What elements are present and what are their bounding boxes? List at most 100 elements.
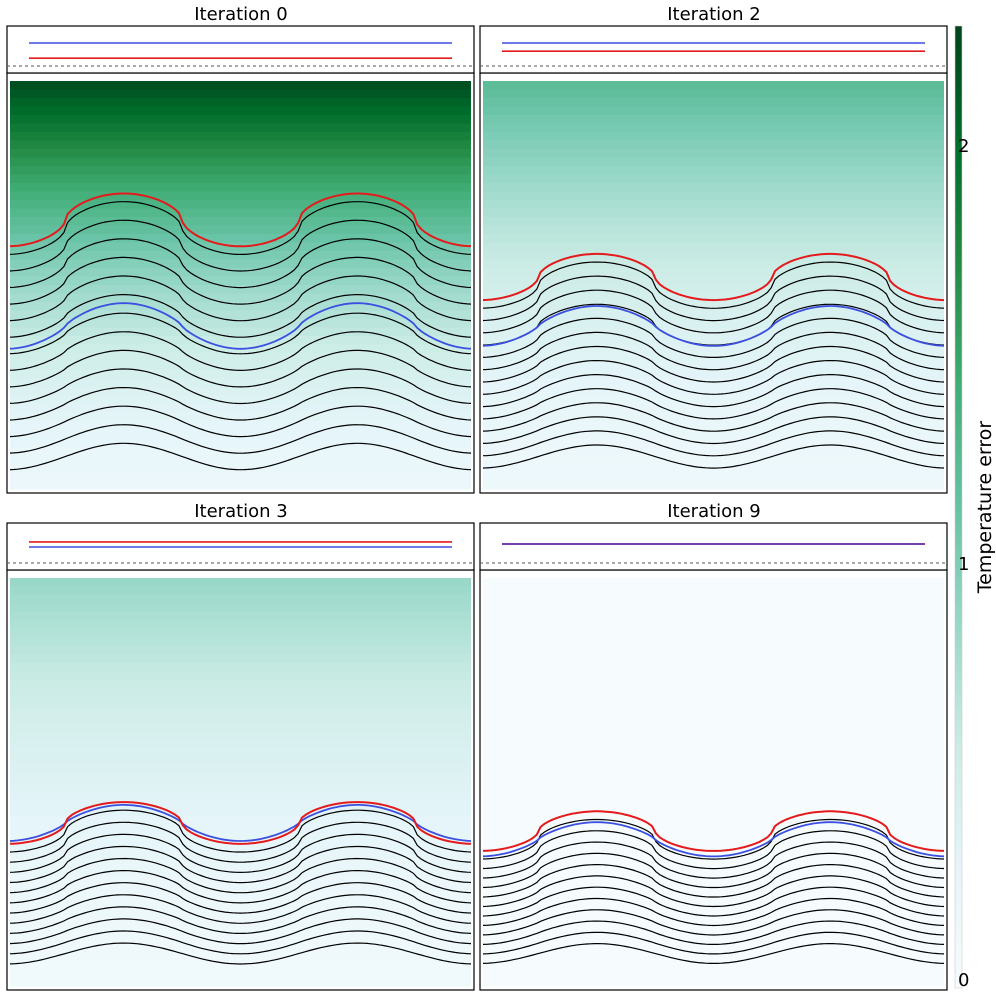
heatmap-band: [483, 850, 944, 860]
heatmap-band: [483, 688, 944, 698]
heatmap-band: [483, 799, 944, 809]
heatmap-band: [10, 421, 471, 431]
heatmap-band: [483, 98, 944, 108]
heatmap-band: [483, 680, 944, 690]
heatmap-band: [483, 901, 944, 911]
heatmap-band: [483, 705, 944, 715]
heatmap-band: [10, 174, 471, 184]
heatmap-band: [483, 310, 944, 320]
true-interface-line: [9, 804, 472, 842]
heatmap-band: [483, 166, 944, 176]
contour-line: [9, 845, 472, 884]
heatmap-band: [10, 850, 471, 860]
contour-line: [482, 331, 945, 371]
heatmap-band: [10, 943, 471, 953]
heatmap-band: [483, 960, 944, 970]
contour-line: [9, 219, 472, 272]
colorbar-bar: [954, 25, 963, 989]
heatmap-band: [483, 833, 944, 843]
contour-line: [482, 275, 945, 322]
heatmap-band: [483, 603, 944, 613]
heatmap-band: [483, 714, 944, 724]
heatmap-band: [483, 909, 944, 919]
contour-line: [482, 818, 945, 860]
heatmap-band: [483, 132, 944, 142]
heatmap-band: [483, 412, 944, 422]
panel-4: Iteration 9: [479, 501, 948, 991]
top-strip-frame: [479, 25, 948, 74]
contour-line: [482, 345, 945, 383]
contour-line: [9, 809, 472, 853]
heatmap-band: [483, 336, 944, 346]
true-interface-line: [482, 305, 945, 347]
contour-line: [482, 430, 945, 457]
colorbar-tick-label: 1: [958, 554, 969, 575]
heatmap-band: [483, 429, 944, 439]
heatmap-band: [483, 858, 944, 868]
heatmap-band: [10, 620, 471, 630]
heatmap-band: [10, 603, 471, 613]
heatmap-band: [10, 412, 471, 422]
heatmap-band: [483, 302, 944, 312]
heatmap-band: [483, 620, 944, 630]
heatmap-band: [10, 217, 471, 227]
contour-line: [9, 930, 472, 955]
heatmap-band: [483, 952, 944, 962]
heatmap-band: [10, 404, 471, 414]
heatmap-band: [483, 765, 944, 775]
heatmap-band: [10, 926, 471, 936]
heatmap-band: [483, 480, 944, 490]
contour-line: [9, 906, 472, 934]
heatmap-band: [483, 183, 944, 193]
heatmap-band: [10, 89, 471, 99]
heatmap-band: [10, 251, 471, 261]
heatmap-band: [10, 858, 471, 868]
heatmap-band: [10, 191, 471, 201]
heatmap-band: [483, 106, 944, 116]
contour-line: [9, 331, 472, 372]
heatmap-band: [483, 773, 944, 783]
heatmap-band: [483, 404, 944, 414]
contour-line: [9, 387, 472, 421]
heatmap-band: [483, 918, 944, 928]
heatmap-band: [10, 807, 471, 817]
heatmap-band: [483, 438, 944, 448]
contour-line: [9, 294, 472, 338]
true-interface-line: [482, 821, 945, 858]
heatmap-band: [10, 790, 471, 800]
panel-title: Iteration 3: [194, 501, 288, 522]
heatmap-band: [483, 123, 944, 133]
heatmap-band: [10, 731, 471, 741]
heatmap-band: [483, 234, 944, 244]
heatmap-band: [10, 901, 471, 911]
heatmap-band: [10, 918, 471, 928]
heatmap-band: [483, 327, 944, 337]
heatmap-band: [10, 115, 471, 125]
contour-line: [9, 424, 472, 454]
heatmap-band: [10, 132, 471, 142]
contour-line: [482, 841, 945, 879]
contour-line: [482, 943, 945, 964]
colorbar-tick-label: 2: [958, 136, 969, 157]
heatmap-band: [483, 790, 944, 800]
contour-line: [9, 870, 472, 904]
heatmap-band: [10, 395, 471, 405]
contour-line: [482, 920, 945, 945]
heatmap-band: [10, 765, 471, 775]
estimated-interface-line: [482, 810, 945, 852]
contour-line: [9, 882, 472, 914]
heatmap-band: [10, 773, 471, 783]
contour-line: [482, 886, 945, 917]
heatmap-band: [483, 612, 944, 622]
contour-line: [9, 256, 472, 305]
heatmap-band: [10, 140, 471, 150]
heatmap-band: [10, 293, 471, 303]
heatmap-band: [10, 276, 471, 286]
heatmap-band: [483, 157, 944, 167]
heatmap-band: [10, 157, 471, 167]
heatmap-band: [10, 671, 471, 681]
heatmap-band: [483, 455, 944, 465]
heatmap-band: [10, 663, 471, 673]
heatmap-band: [483, 268, 944, 278]
